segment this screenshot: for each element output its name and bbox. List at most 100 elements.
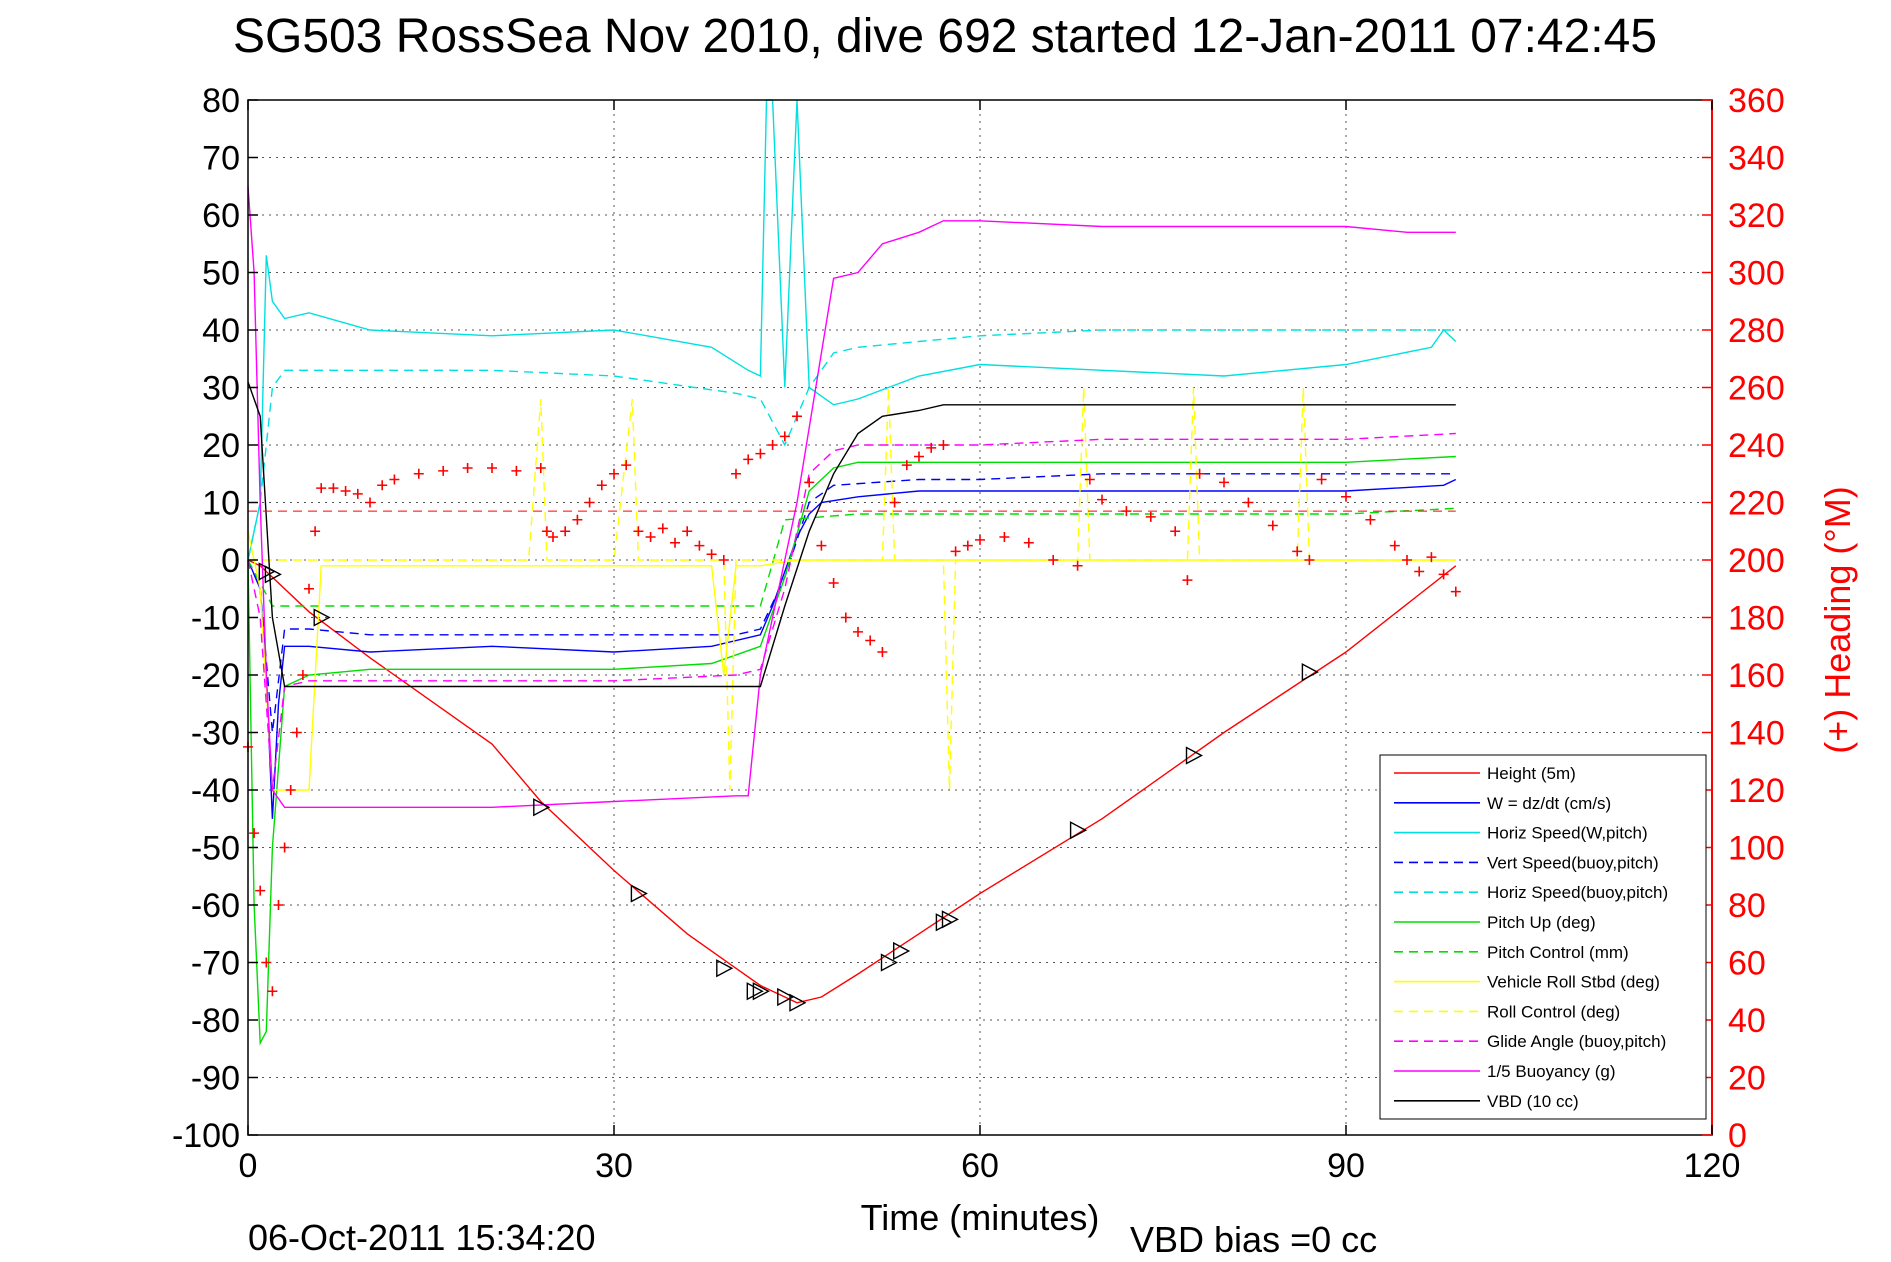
dive-marker (893, 941, 911, 961)
heading-point (1194, 468, 1205, 479)
heading-point (877, 647, 888, 657)
heading-point (438, 465, 449, 476)
y-tick-label: -70 (191, 945, 240, 983)
heading-point (572, 514, 583, 525)
y-tick-label: -20 (191, 657, 240, 695)
heading-point (413, 468, 424, 479)
heading-point (1341, 491, 1351, 502)
y-tick-label: 20 (202, 427, 240, 465)
y2-tick-label: 0 (1728, 1117, 1747, 1155)
series-line-8 (247, 531, 1456, 791)
y-tick-label: 70 (202, 140, 240, 178)
heading-point (1292, 546, 1303, 557)
y2-tick-label: 180 (1728, 600, 1785, 638)
y2-tick-label: 280 (1728, 312, 1785, 350)
x-axis-label: Time (minutes) (861, 1197, 1100, 1238)
heading-point (779, 431, 790, 442)
series-line-7 (247, 507, 1456, 607)
x-tick-label: 90 (1327, 1147, 1365, 1185)
heading-point (1316, 474, 1327, 485)
heading-point (962, 540, 973, 551)
x-axis-ticks: 0 30 60 90 120 (239, 100, 1741, 1185)
y2-tick-label: 220 (1728, 485, 1785, 523)
y2-tick-label: 300 (1728, 255, 1785, 293)
heading-point (767, 440, 778, 450)
heading-point (584, 497, 595, 508)
heading-point (804, 477, 815, 488)
x-tick-label: 30 (595, 1147, 633, 1185)
heading-point (316, 483, 327, 494)
heading-point (621, 460, 632, 471)
dive-marker (1301, 662, 1319, 682)
chart-title: SG503 RossSea Nov 2010, dive 692 started… (233, 10, 1657, 63)
heading-point (901, 460, 912, 471)
y-tick-label: 40 (202, 312, 240, 350)
heading-point (657, 523, 668, 534)
heading-point (828, 578, 839, 588)
heading-point (328, 483, 339, 494)
heading-point (1402, 555, 1412, 565)
heading-point (596, 480, 607, 491)
heading-point (865, 635, 876, 646)
legend-entry: Pitch Control (mm) (1487, 943, 1629, 962)
y-tick-label: -90 (191, 1060, 240, 1098)
dive-marker (746, 982, 764, 1001)
legend-entry: Glide Angle (buoy,pitch) (1487, 1032, 1666, 1051)
y-tick-label: 10 (202, 485, 240, 523)
dive-marker (1185, 746, 1203, 765)
series-line-12 (247, 381, 1456, 688)
series-line-10 (247, 432, 1456, 791)
dive-markers (258, 562, 1319, 1012)
heading-point (706, 549, 717, 560)
heading-point (297, 670, 308, 680)
heading-point (365, 497, 375, 508)
legend-entry: Vehicle Roll Stbd (deg) (1487, 973, 1660, 992)
legend-entry: VBD (10 cc) (1487, 1092, 1579, 1111)
y2-tick-label: 340 (1728, 140, 1785, 178)
series-line-11 (247, 186, 1456, 808)
heading-point (1072, 560, 1083, 571)
heading-point (352, 488, 363, 499)
series-line-1 (247, 559, 1457, 1004)
heading-point (377, 480, 388, 491)
y2-tick-label: 120 (1728, 772, 1785, 810)
series-line-2 (247, 478, 1457, 819)
heading-point (279, 842, 290, 853)
vbd-bias-footer: VBD bias =0 cc (1130, 1219, 1377, 1260)
y-tick-label: 80 (202, 82, 240, 120)
heading-markers (243, 411, 1461, 997)
y-tick-label: -30 (191, 715, 240, 753)
heading-point (340, 486, 351, 496)
heading-point (1414, 566, 1425, 577)
heading-point (511, 465, 522, 476)
dive-marker (1069, 821, 1088, 840)
heading-point (1438, 569, 1449, 580)
heading-point (914, 451, 924, 462)
y2-tick-label: 60 (1728, 945, 1766, 983)
y-tick-label: -40 (191, 772, 240, 810)
legend-items: Height (5m) W = dz/dt (cm/s) Horiz Speed(W… (1394, 764, 1668, 1111)
dive-marker (716, 959, 734, 978)
x-tick-label: 120 (1684, 1147, 1741, 1185)
y-tick-label: -80 (191, 1002, 240, 1040)
y-tick-label: 0 (221, 542, 240, 580)
heading-point (389, 474, 400, 485)
heading-point (718, 555, 729, 565)
y-tick-label: -100 (172, 1117, 240, 1155)
y-axis-ticks: 80 70 60 50 40 30 20 10 0 -10 -20 -30 -40 -50 -60 -70 -8… (172, 82, 258, 1155)
heading-point (1243, 497, 1254, 508)
heading-point (535, 463, 546, 473)
y2-tick-label: 40 (1728, 1002, 1766, 1040)
heading-point (560, 526, 571, 537)
dive-marker (880, 953, 898, 972)
heading-point (548, 532, 558, 542)
y-tick-label: 60 (202, 197, 240, 235)
heading-point (645, 532, 656, 542)
y2-tick-label: 360 (1728, 82, 1785, 120)
heading-point (950, 546, 961, 557)
series-line-5 (247, 329, 1456, 561)
y-tick-label: 50 (202, 255, 240, 293)
heading-point (261, 957, 272, 968)
heading-point (541, 526, 552, 537)
heading-point (743, 454, 754, 465)
